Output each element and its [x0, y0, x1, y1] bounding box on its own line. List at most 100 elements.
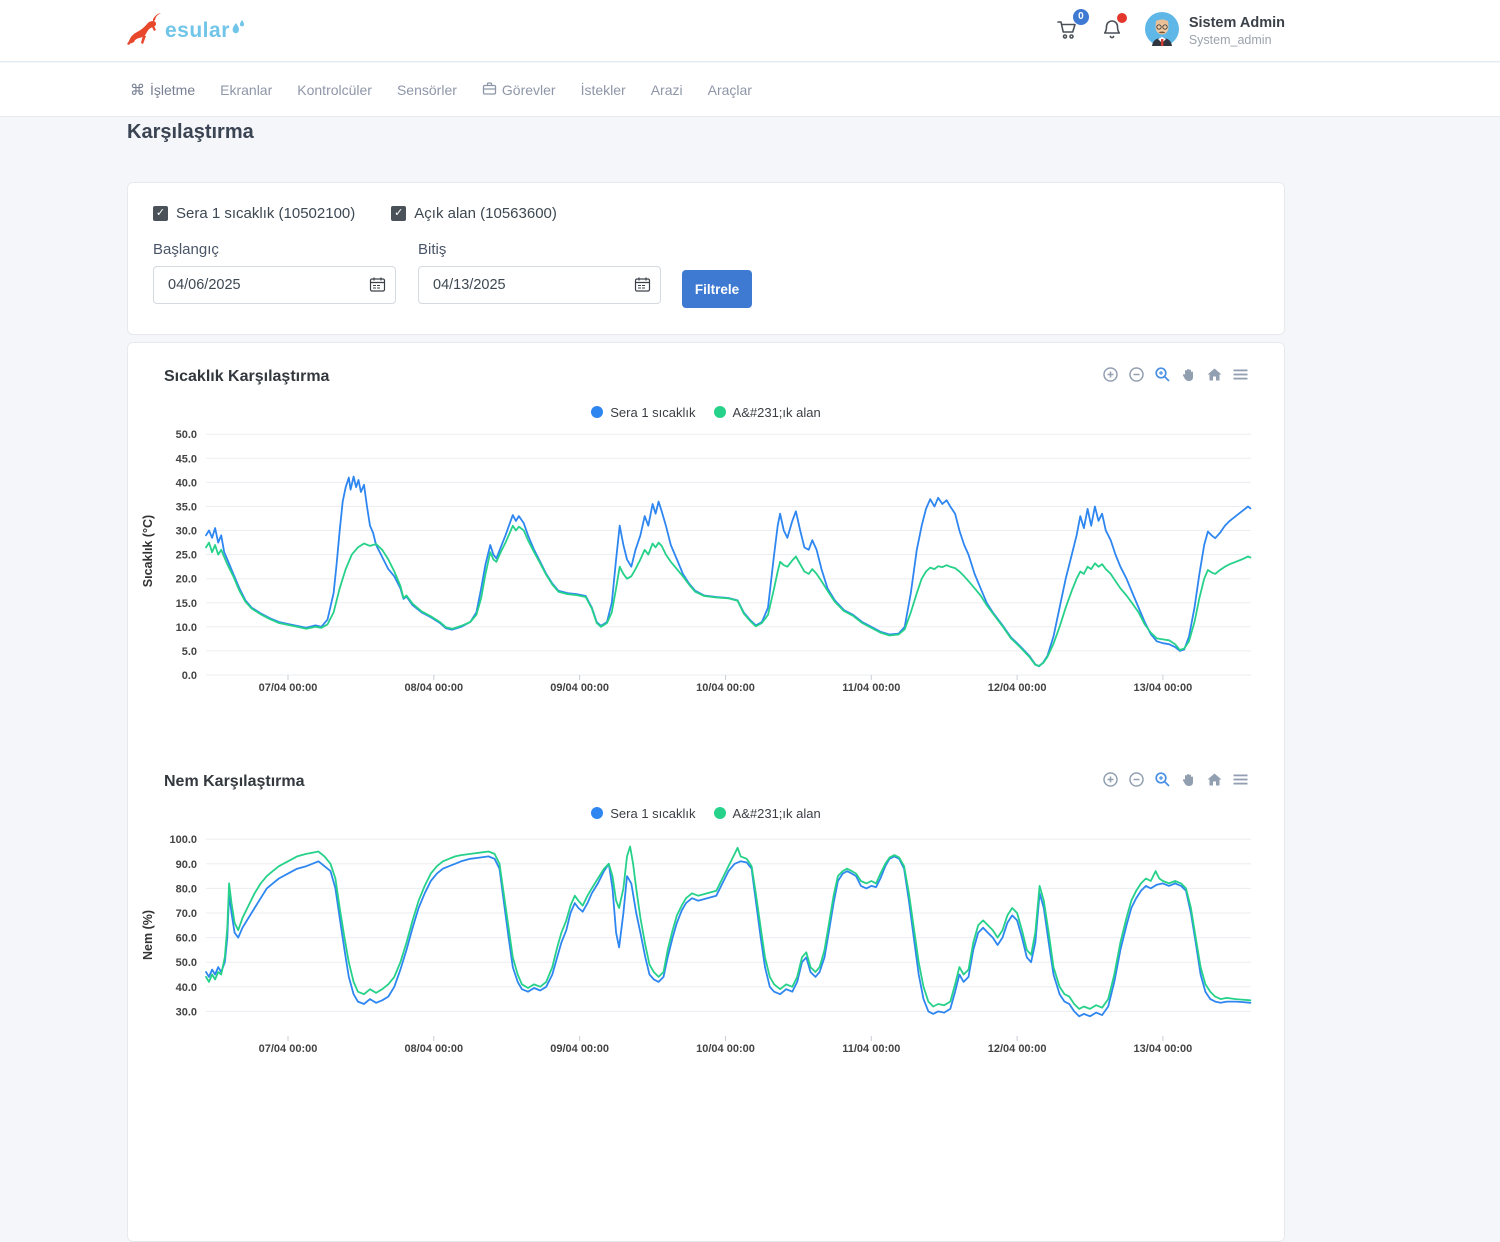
pan-icon[interactable] — [1180, 771, 1197, 793]
svg-text:80.0: 80.0 — [176, 883, 197, 895]
svg-text:12/04 00:00: 12/04 00:00 — [988, 1043, 1047, 1055]
svg-text:07/04 00:00: 07/04 00:00 — [259, 682, 318, 694]
home-icon[interactable] — [1206, 771, 1223, 793]
app-logo[interactable]: esular — [123, 10, 245, 52]
temperature-chart-title: Sıcaklık Karşılaştırma — [164, 368, 330, 385]
nav-item-istekler[interactable]: İstekler — [580, 81, 626, 98]
legend-item-sera1[interactable]: Sera 1 sıcaklık — [591, 405, 696, 420]
series-dot — [591, 406, 604, 418]
temperature-chart[interactable]: 0.0 5.0 10.0 15.0 20.0 25.0 30.0 35.0 40.0 45.0 50… — [128, 420, 1286, 705]
nav-item-gorevler[interactable]: Görevler — [482, 81, 556, 99]
zoom-out-icon[interactable] — [1128, 771, 1145, 793]
svg-text:30.0: 30.0 — [176, 1006, 197, 1018]
cart-button[interactable]: 0 — [1055, 8, 1089, 46]
series-dot — [713, 807, 726, 819]
checkbox-acik-alan[interactable]: ✓ Açık alan (10563600) — [391, 205, 557, 222]
cart-badge: 0 — [1072, 8, 1089, 25]
nav-item-ekranlar[interactable]: Ekranlar — [220, 81, 273, 98]
svg-text:11/04 00:00: 11/04 00:00 — [842, 1043, 900, 1055]
legend-item-acik-alan[interactable]: A&#231;ık alan — [713, 405, 821, 420]
box-zoom-icon[interactable] — [1154, 771, 1171, 793]
series-dot — [713, 406, 726, 418]
svg-text:50.0: 50.0 — [176, 429, 197, 441]
svg-text:30.0: 30.0 — [176, 526, 197, 538]
zoom-in-icon[interactable] — [1102, 771, 1119, 793]
nav-item-sensorler[interactable]: Sensörler — [396, 81, 457, 98]
svg-text:60.0: 60.0 — [176, 933, 197, 945]
legend-item-acik-alan[interactable]: A&#231;ık alan — [713, 806, 821, 821]
start-date-label: Başlangıç — [153, 241, 219, 258]
notifications-button[interactable] — [1101, 12, 1127, 46]
svg-text:40.0: 40.0 — [176, 477, 197, 489]
series-dot — [591, 807, 604, 819]
svg-text:0.0: 0.0 — [182, 670, 197, 682]
svg-text:100.0: 100.0 — [169, 834, 197, 846]
menu-icon[interactable] — [1232, 366, 1249, 388]
notification-dot — [1116, 12, 1127, 23]
svg-text:15.0: 15.0 — [176, 598, 197, 610]
command-icon: ⌘ — [130, 81, 145, 99]
charts-panel: Sıcaklık Karşılaştırma Sera 1 sıcaklık A… — [127, 342, 1285, 1242]
user-username: System_admin — [1188, 33, 1272, 47]
svg-text:08/04 00:00: 08/04 00:00 — [404, 682, 463, 694]
main-nav: ⌘ İşletme Ekranlar Kontrolcüler Sensörle… — [0, 63, 1500, 117]
briefcase-icon — [482, 81, 497, 99]
svg-text:25.0: 25.0 — [176, 550, 197, 562]
svg-text:11/04 00:00: 11/04 00:00 — [842, 682, 900, 694]
svg-text:5.0: 5.0 — [182, 646, 197, 658]
humidity-chart-legend: Sera 1 sıcaklık A&#231;ık alan — [128, 805, 1284, 821]
temperature-chart-legend: Sera 1 sıcaklık A&#231;ık alan — [128, 404, 1284, 420]
end-date-label: Bitiş — [418, 241, 447, 258]
calendar-icon[interactable] — [369, 276, 386, 298]
box-zoom-icon[interactable] — [1154, 366, 1171, 388]
water-drop-icon — [231, 19, 245, 44]
humidity-chart[interactable]: 30.0 40.0 50.0 60.0 70.0 80.0 90.0 100.0 07/04 0… — [128, 821, 1286, 1061]
avatar — [1144, 11, 1179, 51]
svg-text:70.0: 70.0 — [176, 908, 197, 920]
checkbox-sera1[interactable]: ✓ Sera 1 sıcaklık (10502100) — [153, 205, 355, 222]
chart-modebar — [1102, 771, 1249, 793]
svg-text:07/04 00:00: 07/04 00:00 — [259, 1043, 318, 1055]
humidity-chart-title: Nem Karşılaştırma — [164, 773, 305, 790]
menu-icon[interactable] — [1232, 771, 1249, 793]
legend-item-sera1[interactable]: Sera 1 sıcaklık — [591, 806, 696, 821]
svg-text:20.0: 20.0 — [176, 574, 197, 586]
home-icon[interactable] — [1206, 366, 1223, 388]
logo-text: esular — [165, 19, 230, 42]
svg-text:10.0: 10.0 — [176, 622, 197, 634]
svg-text:50.0: 50.0 — [176, 957, 197, 969]
zoom-in-icon[interactable] — [1102, 366, 1119, 388]
nav-item-kontrolculer[interactable]: Kontrolcüler — [297, 81, 372, 98]
bell-icon — [1101, 19, 1123, 45]
svg-text:09/04 00:00: 09/04 00:00 — [550, 1043, 609, 1055]
chart-modebar — [1102, 366, 1249, 388]
cart-icon — [1055, 20, 1079, 45]
end-date-input[interactable] — [418, 266, 661, 304]
svg-text:90.0: 90.0 — [176, 859, 197, 871]
svg-text:13/04 00:00: 13/04 00:00 — [1134, 1043, 1193, 1055]
svg-text:09/04 00:00: 09/04 00:00 — [550, 682, 609, 694]
svg-text:08/04 00:00: 08/04 00:00 — [404, 1043, 463, 1055]
nav-item-isletme[interactable]: ⌘ İşletme — [130, 81, 196, 99]
zoom-out-icon[interactable] — [1128, 366, 1145, 388]
goat-logo-icon — [123, 11, 163, 52]
start-date-input[interactable] — [153, 266, 396, 304]
svg-text:Sıcaklık (°C): Sıcaklık (°C) — [141, 515, 155, 587]
svg-text:45.0: 45.0 — [176, 453, 197, 465]
svg-text:12/04 00:00: 12/04 00:00 — [988, 682, 1047, 694]
calendar-icon[interactable] — [634, 276, 651, 298]
nav-item-araclar[interactable]: Araçlar — [707, 81, 752, 98]
pan-icon[interactable] — [1180, 366, 1197, 388]
top-header: esular 0 — [0, 0, 1500, 62]
filter-button[interactable]: Filtrele — [682, 270, 752, 308]
svg-text:13/04 00:00: 13/04 00:00 — [1134, 682, 1193, 694]
svg-text:10/04 00:00: 10/04 00:00 — [696, 1043, 755, 1055]
svg-text:35.0: 35.0 — [176, 502, 197, 514]
svg-text:40.0: 40.0 — [176, 982, 197, 994]
svg-text:Nem (%): Nem (%) — [141, 910, 155, 960]
user-menu[interactable]: Sistem Admin System_admin — [1144, 11, 1285, 51]
checkbox-checked-icon: ✓ — [153, 206, 168, 221]
checkbox-checked-icon: ✓ — [391, 206, 407, 221]
filter-panel: ✓ Sera 1 sıcaklık (10502100) ✓ Açık alan… — [127, 182, 1285, 335]
nav-item-arazi[interactable]: Arazi — [650, 81, 683, 98]
